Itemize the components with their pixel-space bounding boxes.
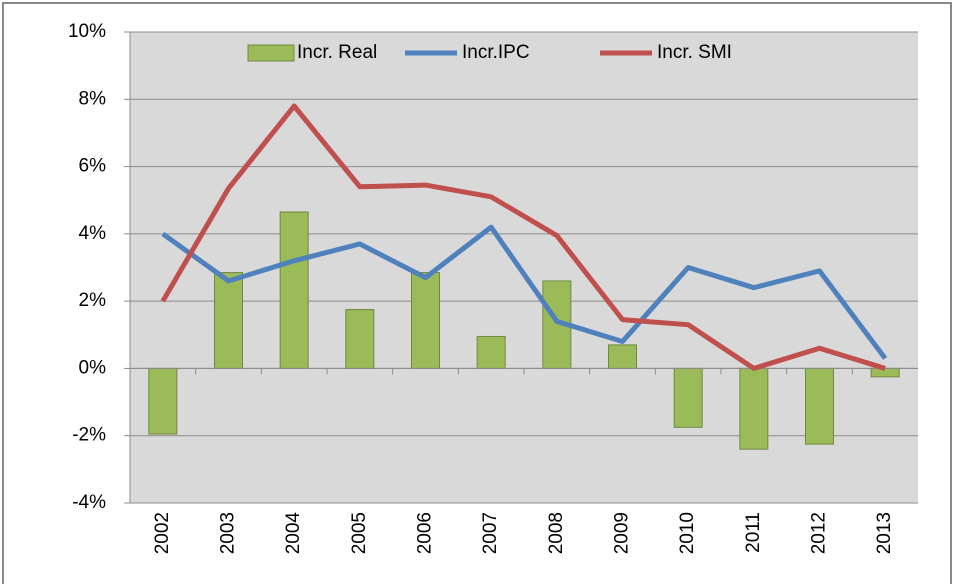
y-tick-label: 8% — [79, 88, 107, 109]
bar — [476, 335, 506, 369]
bar — [148, 367, 178, 435]
y-tick-label: -4% — [72, 492, 106, 513]
bar — [279, 211, 309, 369]
x-tick-label: 2005 — [349, 512, 370, 554]
y-tick-label: 10% — [68, 21, 106, 42]
bar — [870, 367, 900, 378]
y-tick-label: -2% — [72, 425, 106, 446]
x-tick-label: 2007 — [480, 512, 501, 554]
y-tick-label: 4% — [79, 223, 107, 244]
y-tick-label: 0% — [79, 357, 107, 378]
bar — [805, 367, 834, 445]
plot-area — [130, 32, 918, 503]
x-tick-label: 2008 — [546, 512, 567, 554]
legend-label: Incr. Real — [297, 42, 377, 63]
line — [161, 224, 888, 360]
x-tick-label: 2010 — [677, 512, 698, 554]
x-tick-label: 2012 — [809, 512, 830, 554]
y-tick-label: 6% — [79, 156, 107, 177]
bar — [739, 367, 769, 450]
y-tick-label: 2% — [79, 290, 107, 311]
x-tick-label: 2004 — [283, 512, 304, 555]
bar — [214, 272, 243, 369]
legend-label: Incr. SMI — [657, 42, 732, 63]
bar — [345, 309, 375, 369]
bar — [608, 344, 637, 369]
x-tick-label: 2013 — [874, 512, 895, 554]
bar — [411, 272, 440, 369]
line — [160, 103, 886, 371]
legend-label: Incr.IPC — [462, 42, 530, 63]
x-tick-label: 2003 — [218, 512, 239, 554]
x-tick-label: 2011 — [743, 512, 764, 553]
x-tick-label: 2006 — [415, 512, 436, 554]
bar — [673, 367, 703, 428]
legend-swatch — [247, 44, 295, 62]
x-tick-label: 2009 — [612, 512, 633, 554]
x-tick-label: 2002 — [152, 512, 173, 554]
